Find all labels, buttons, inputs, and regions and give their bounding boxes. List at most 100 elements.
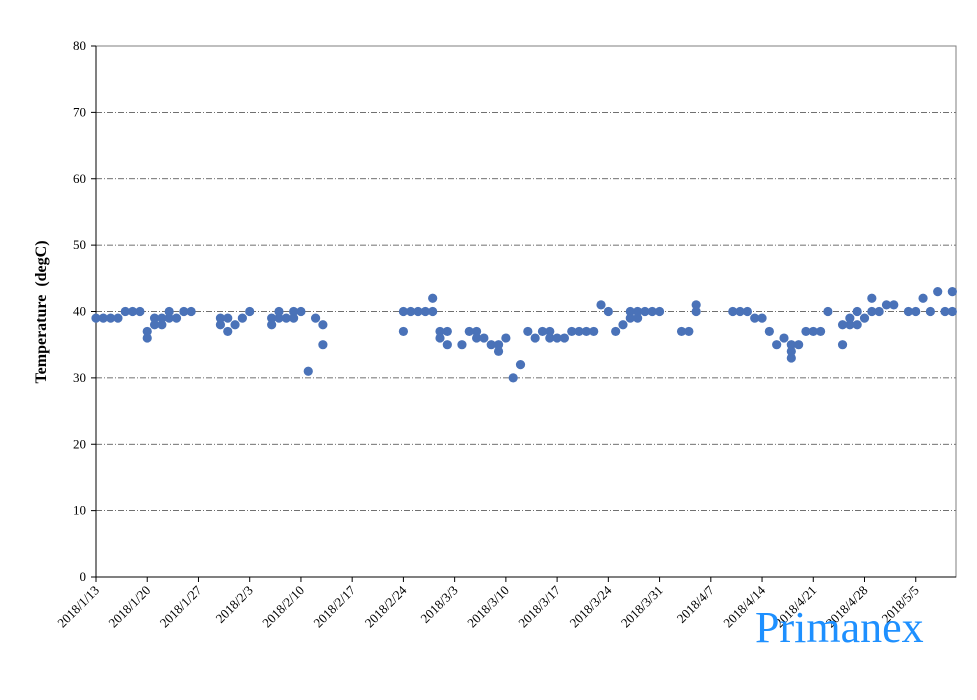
data-point: [801, 326, 811, 337]
data-point: [750, 313, 760, 323]
y-tick-label: 30: [73, 370, 86, 385]
data-point: [764, 326, 774, 337]
data-point: [545, 333, 555, 343]
y-tick-label: 50: [73, 237, 86, 252]
data-point: [486, 340, 496, 350]
primanex-logo: Primanex: [755, 603, 924, 652]
data-point: [523, 326, 533, 337]
data-point: [823, 306, 833, 317]
data-point: [596, 300, 606, 310]
data-point: [918, 293, 928, 303]
x-tick-label: 2018/1/27: [157, 582, 205, 630]
data-point: [281, 313, 291, 323]
data-point: [676, 326, 687, 337]
data-point: [493, 340, 504, 350]
data-point: [318, 320, 328, 330]
data-point: [142, 333, 152, 343]
y-tick-label: 40: [73, 304, 86, 319]
data-point: [625, 313, 635, 323]
data-point: [911, 306, 921, 317]
x-tick-label: 2018/2/17: [310, 582, 358, 630]
data-point: [867, 293, 877, 303]
data-point: [157, 313, 167, 323]
data-point: [537, 326, 548, 337]
data-point: [845, 320, 855, 330]
data-points: [91, 286, 957, 383]
data-point: [603, 306, 613, 317]
data-point: [640, 306, 650, 317]
x-tick-label: 2018/3/17: [515, 582, 563, 630]
data-point: [296, 306, 306, 317]
y-tick-label: 0: [80, 569, 87, 584]
data-point: [420, 306, 430, 317]
data-point: [171, 313, 182, 323]
data-point: [457, 340, 467, 350]
data-point: [127, 306, 138, 317]
x-tick-label: 2018/4/7: [674, 582, 718, 626]
gridlines: [96, 45, 956, 512]
data-point: [837, 320, 848, 330]
data-point: [647, 306, 657, 317]
data-point: [120, 306, 130, 317]
data-point: [215, 313, 226, 323]
data-point: [633, 306, 643, 317]
data-point: [157, 320, 167, 330]
data-point: [691, 300, 701, 310]
data-point: [508, 373, 518, 383]
data-point: [552, 333, 562, 343]
data-point: [164, 313, 174, 323]
data-point: [135, 306, 145, 317]
data-point: [442, 326, 452, 337]
data-point: [654, 306, 665, 317]
data-point: [735, 306, 745, 317]
data-point: [815, 326, 826, 337]
data-point: [786, 340, 796, 350]
data-point: [574, 326, 584, 337]
x-tick-label: 2018/3/24: [567, 582, 615, 630]
data-point: [398, 306, 409, 317]
data-point: [728, 306, 738, 317]
data-point: [567, 326, 577, 337]
y-tick-label: 70: [73, 104, 86, 119]
data-point: [581, 326, 591, 337]
data-point: [589, 326, 599, 337]
x-tick-label: 2018/3/31: [618, 583, 666, 631]
data-point: [471, 333, 482, 343]
data-point: [267, 313, 277, 323]
y-tick-label: 20: [73, 436, 86, 451]
data-point: [164, 306, 174, 317]
data-point: [947, 306, 957, 317]
data-point: [633, 313, 643, 323]
y-tick-label: 80: [73, 38, 86, 53]
data-point: [149, 320, 160, 330]
data-point: [779, 333, 789, 343]
data-point: [611, 326, 621, 337]
data-point: [471, 326, 482, 337]
data-point: [106, 313, 116, 323]
data-point: [530, 333, 540, 343]
x-tick-label: 2018/1/20: [105, 583, 153, 631]
data-point: [786, 353, 796, 363]
y-tick-labels: 0 10 20 30 40 50 60 70 80: [73, 38, 86, 584]
y-tick-label: 10: [73, 503, 86, 518]
data-point: [618, 320, 628, 330]
data-point: [230, 320, 240, 330]
y-tick-label: 60: [73, 171, 86, 186]
data-point: [889, 300, 899, 310]
data-point: [794, 340, 804, 350]
data-point: [757, 313, 767, 323]
data-point: [179, 306, 189, 317]
data-point: [940, 306, 950, 317]
x-tick-label: 2018/2/24: [362, 582, 410, 630]
data-point: [428, 293, 438, 303]
data-point: [98, 313, 108, 323]
x-tick-label: 2018/2/3: [213, 583, 256, 626]
data-point: [186, 306, 196, 317]
data-point: [289, 313, 299, 323]
data-point: [435, 326, 445, 337]
data-point: [874, 306, 884, 317]
x-tick-label: 2018/3/3: [417, 583, 460, 626]
data-point: [223, 313, 233, 323]
data-point: [545, 326, 555, 337]
data-point: [859, 313, 870, 323]
